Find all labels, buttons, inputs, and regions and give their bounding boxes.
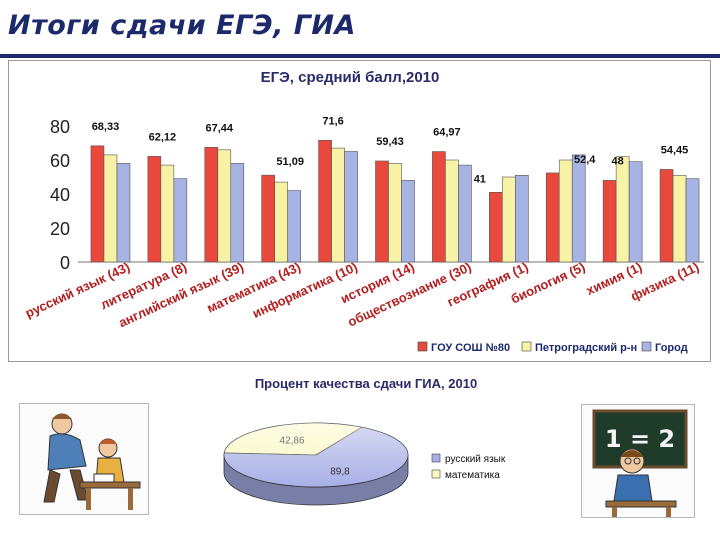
bar-chart: 0 20 40 60 80 68,33 62,12 67,44 51,09 71,6 59,43 64…: [23, 115, 704, 354]
bar-2-4: [344, 151, 358, 263]
slide-title: Итоги сдачи ЕГЭ, ГИА: [8, 10, 356, 41]
bar-0-0: [90, 145, 105, 263]
bar-2-10: [685, 178, 700, 263]
data-label: 71,6: [322, 115, 343, 127]
bar-0-8: [545, 172, 560, 263]
legend-swatch: [641, 341, 652, 352]
bar-0-5: [375, 160, 389, 263]
bar-1-7: [502, 176, 516, 263]
bar-2-5: [401, 180, 415, 263]
bar-2-1: [173, 178, 188, 263]
chalkboard-clipart: 1 = 2: [581, 404, 695, 518]
legend-label: ГОУ СОШ №80: [431, 342, 510, 354]
y-tick-label: 80: [50, 117, 70, 137]
data-label: 64,97: [433, 127, 461, 139]
bar-1-4: [331, 147, 345, 263]
legend-swatch: [417, 341, 428, 352]
data-label: 54,45: [661, 144, 689, 156]
pie-legend-swatch: [431, 453, 441, 463]
data-label: 41: [474, 173, 486, 185]
bar-chart-title: ЕГЭ, средний балл,2010: [261, 69, 440, 86]
bar-1-3: [274, 181, 288, 263]
title-rule: [0, 54, 720, 58]
bar-2-2: [230, 163, 245, 263]
bar-2-9: [628, 161, 643, 263]
bar-1-8: [558, 159, 573, 263]
bar-0-7: [489, 192, 503, 263]
bar-2-0: [116, 163, 131, 263]
data-label: 62,12: [149, 131, 177, 143]
bar-0-6: [432, 151, 446, 263]
homework-clipart: [19, 403, 149, 515]
bar-chart-frame: [8, 60, 711, 362]
data-label: 68,33: [92, 121, 120, 133]
legend-label: Город: [655, 342, 688, 354]
bar-1-5: [388, 163, 402, 263]
data-label: 48: [612, 155, 624, 167]
bar-1-0: [103, 154, 118, 263]
legend-label: Петроградский р-н: [535, 342, 637, 354]
bar-1-9: [615, 156, 630, 263]
chalkboard-text: 1 = 2: [605, 425, 675, 453]
bar-0-10: [659, 169, 674, 263]
pie-legend-swatch: [431, 469, 441, 479]
legend-swatch: [521, 341, 532, 352]
data-label: 59,43: [376, 136, 404, 148]
data-label: 67,44: [206, 122, 234, 134]
bar-0-3: [261, 174, 275, 263]
bar-1-1: [160, 164, 175, 263]
pie-chart-title: Процент качества сдачи ГИА, 2010: [255, 376, 477, 391]
bar-2-8: [571, 154, 586, 263]
y-tick-label: 20: [50, 219, 70, 239]
pie-value-label: 42,86: [280, 435, 305, 446]
bar-0-1: [147, 156, 162, 263]
y-tick-label: 40: [50, 185, 70, 205]
data-label: 51,09: [276, 156, 304, 168]
bar-2-7: [515, 175, 529, 263]
pie-legend-label: математика: [445, 470, 500, 481]
data-label: 52,4: [574, 154, 596, 166]
bar-0-2: [204, 147, 219, 263]
bar-1-6: [445, 159, 459, 263]
bar-1-10: [672, 175, 687, 263]
y-tick-label: 60: [50, 151, 70, 171]
bar-0-4: [318, 139, 332, 263]
pie-value-label: 89,8: [330, 467, 350, 478]
bar-1-2: [217, 149, 232, 263]
bar-2-6: [458, 164, 472, 263]
pie-chart: 42,86 89,8 русский язык математика: [223, 422, 506, 506]
pie-legend-label: русский язык: [445, 454, 506, 465]
bar-2-3: [287, 190, 301, 263]
bar-0-9: [602, 180, 617, 263]
y-tick-label: 0: [60, 253, 70, 273]
